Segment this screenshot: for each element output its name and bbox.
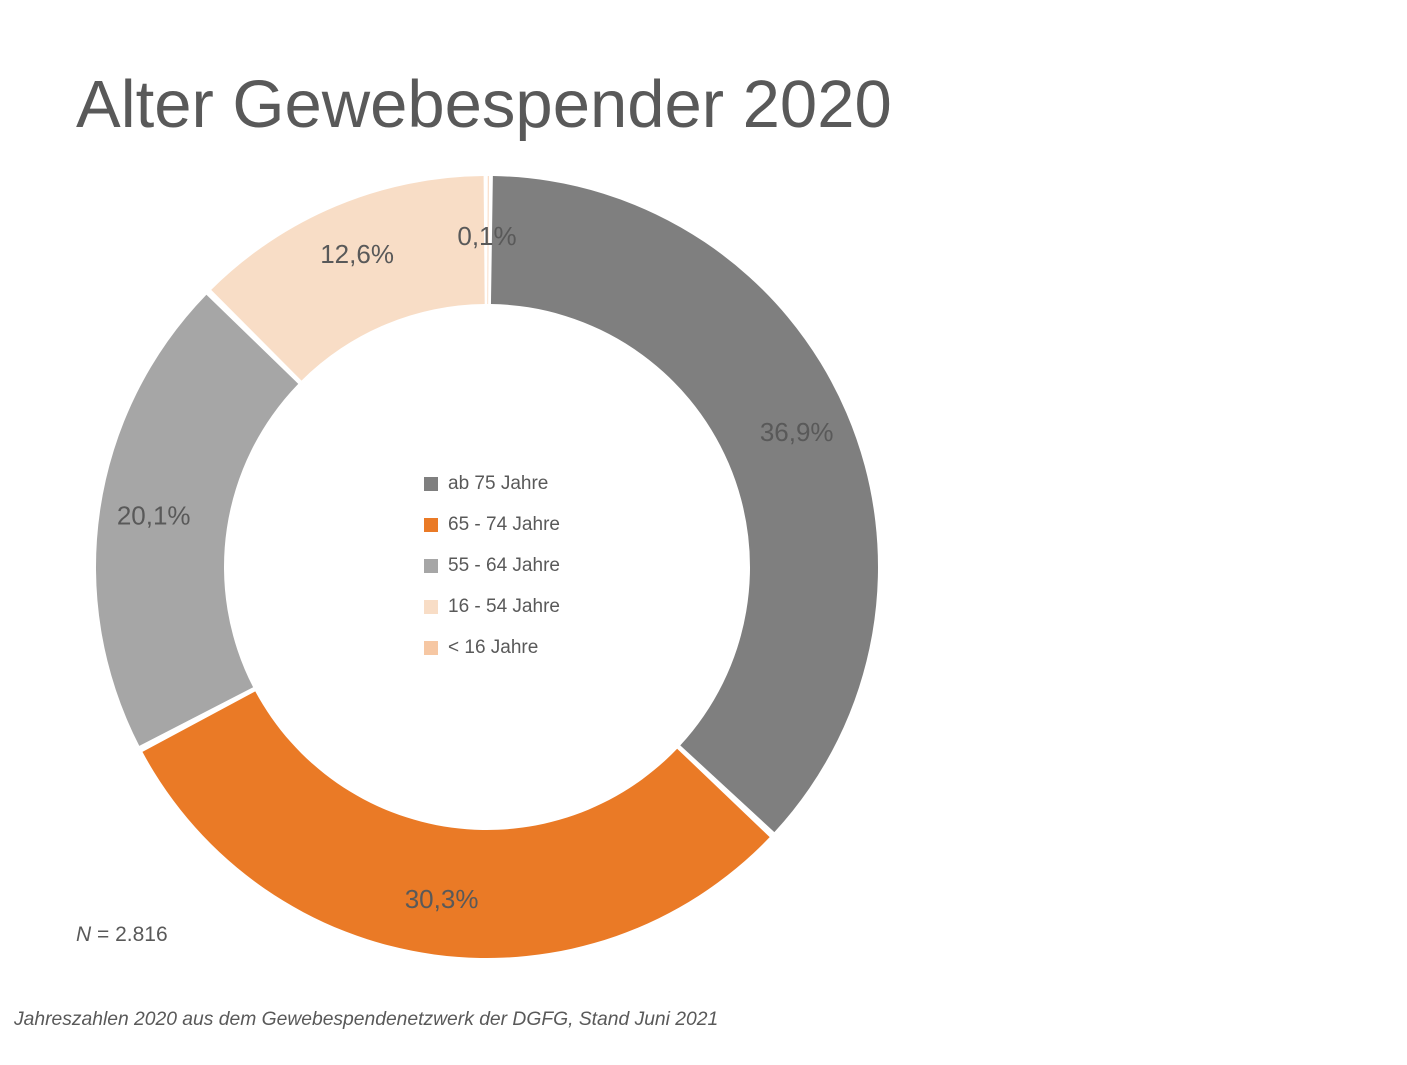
svg-text:12,6%: 12,6% — [320, 239, 394, 269]
svg-text:20,1%: 20,1% — [117, 500, 191, 530]
svg-text:30,3%: 30,3% — [405, 884, 479, 914]
svg-text:0,1%: 0,1% — [457, 221, 516, 251]
svg-text:36,9%: 36,9% — [760, 417, 834, 447]
